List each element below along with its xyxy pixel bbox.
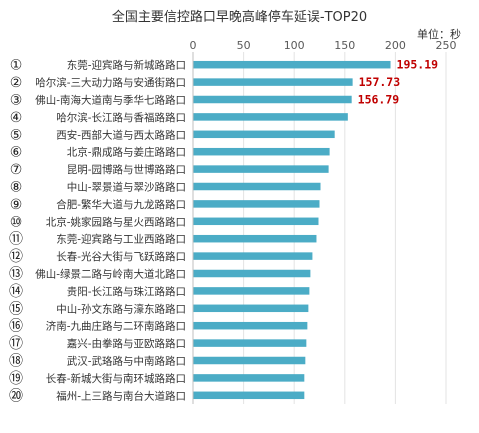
bar bbox=[193, 95, 352, 104]
bar bbox=[193, 165, 329, 173]
rank-marker: ⑬ bbox=[9, 267, 23, 283]
category-label: 东莞-迎宾路与工业西路路口 bbox=[56, 233, 186, 246]
bar bbox=[193, 287, 310, 295]
bar bbox=[193, 374, 305, 382]
category-label: 武汉-武珞路与中南路路口 bbox=[67, 355, 186, 368]
x-tick-label: 50 bbox=[237, 39, 251, 52]
x-tick-label: 100 bbox=[284, 39, 305, 52]
bar bbox=[193, 200, 320, 208]
category-label: 中山-孙文东路与濠东路路口 bbox=[56, 302, 186, 315]
rank-marker: ⑨ bbox=[10, 197, 23, 213]
bar bbox=[193, 252, 313, 260]
rank-marker: ⑱ bbox=[9, 354, 23, 370]
unit-label: 单位：秒 bbox=[417, 28, 461, 41]
category-label: 长春-光谷大街与飞跃路路口 bbox=[56, 250, 186, 263]
category-label: 哈尔滨-长江路与香福路路口 bbox=[56, 111, 186, 124]
category-label: 中山-翠景道与翠沙路路口 bbox=[67, 181, 186, 194]
rank-marker: ⑳ bbox=[9, 388, 23, 404]
bar bbox=[193, 60, 391, 69]
data-label: 157.73 bbox=[359, 75, 401, 89]
rank-marker: ⑧ bbox=[10, 180, 23, 196]
chart-title: 全国主要信控路口早晚高峰停车延误-TOP20 bbox=[111, 10, 368, 25]
category-label: 佛山-南海大道南与季华七路路口 bbox=[35, 94, 186, 107]
bar bbox=[193, 217, 319, 226]
category-label: 佛山-绿景二路与岭南大道北路口 bbox=[35, 268, 186, 281]
rank-marker: ③ bbox=[10, 93, 23, 109]
bar bbox=[193, 234, 317, 243]
category-label: 福州-上三路与南台大道路口 bbox=[56, 389, 186, 402]
category-label: 贵阳-长江路与珠江路路口 bbox=[67, 285, 186, 298]
rank-marker: ⑥ bbox=[10, 145, 23, 161]
bar bbox=[193, 182, 321, 191]
rank-marker: ⑰ bbox=[9, 336, 23, 352]
category-label: 北京-鼎成路与姜庄路路口 bbox=[67, 146, 186, 159]
bar bbox=[193, 339, 307, 347]
data-label: 156.79 bbox=[358, 93, 400, 107]
rank-marker: ① bbox=[10, 58, 23, 74]
rank-marker: ⑫ bbox=[9, 249, 23, 265]
rank-marker: ⑯ bbox=[9, 319, 23, 335]
bar bbox=[193, 391, 305, 400]
rank-marker: ④ bbox=[10, 110, 23, 126]
bar bbox=[193, 78, 353, 86]
category-label: 昆明-园博路与世博路路口 bbox=[67, 163, 186, 176]
rank-marker: ⑭ bbox=[9, 284, 23, 300]
rank-marker: ⑩ bbox=[10, 214, 23, 230]
bar bbox=[193, 356, 306, 365]
category-label: 北京-姚家园路与星火西路路口 bbox=[46, 215, 186, 228]
rank-marker: ⑲ bbox=[9, 371, 23, 387]
category-label: 西安-西部大道与西太路路口 bbox=[56, 128, 186, 141]
category-label: 哈尔滨-三大动力路与安通街路口 bbox=[35, 76, 186, 89]
rank-marker: ⑮ bbox=[9, 301, 23, 317]
data-label: 195.19 bbox=[397, 58, 439, 72]
x-tick-label: 200 bbox=[385, 39, 406, 52]
category-label: 东莞-迎宾路与新城路路口 bbox=[67, 59, 186, 72]
bar bbox=[193, 321, 308, 330]
category-label: 济南-九曲庄路与二环南路路口 bbox=[46, 320, 186, 333]
bar bbox=[193, 304, 309, 313]
x-tick-label: 0 bbox=[190, 39, 197, 52]
category-label: 长春-新城大街与南环城路路口 bbox=[46, 372, 186, 385]
bar bbox=[193, 269, 311, 278]
rank-marker: ② bbox=[10, 75, 23, 91]
x-tick-label: 150 bbox=[334, 39, 355, 52]
rank-marker: ⑦ bbox=[10, 162, 23, 178]
category-label: 合肥-繁华大道与九龙路路口 bbox=[56, 198, 186, 211]
rank-marker: ⑪ bbox=[9, 232, 23, 248]
bar bbox=[193, 130, 335, 139]
x-tick-label: 250 bbox=[436, 39, 457, 52]
category-label: 嘉兴-由拳路与亚欧路路口 bbox=[67, 337, 186, 350]
bar bbox=[193, 147, 330, 156]
rank-marker: ⑤ bbox=[10, 127, 23, 143]
bar bbox=[193, 113, 348, 121]
